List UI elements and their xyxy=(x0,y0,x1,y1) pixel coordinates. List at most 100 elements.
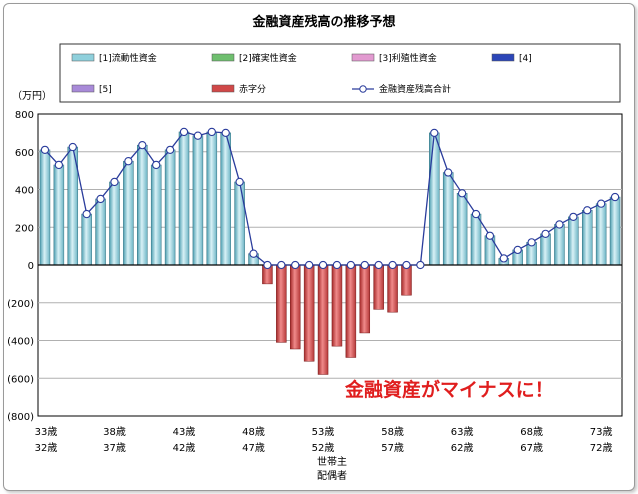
x-tick-label-spouse: 52歳 xyxy=(312,442,335,454)
gridlines xyxy=(38,151,622,379)
x-legend-head: 世帯主 xyxy=(317,455,347,468)
total-point xyxy=(193,131,203,140)
x-tick-label-head: 43歳 xyxy=(173,426,196,438)
bar-liquid-fund xyxy=(109,181,120,266)
bar-liquid-fund xyxy=(206,131,218,266)
x-tick-label-head: 48歳 xyxy=(242,426,265,438)
legend-label: [1]流動性資金 xyxy=(99,52,157,64)
y-tick-label: 200 xyxy=(15,223,34,234)
bar-liquid-fund xyxy=(429,132,440,266)
bar-liquid-fund xyxy=(192,135,204,266)
bar-liquid-fund xyxy=(554,224,565,266)
x-tick-label-head: 68歳 xyxy=(520,426,543,438)
y-tick-label: (600) xyxy=(7,374,34,385)
total-point xyxy=(583,206,592,215)
total-point xyxy=(179,127,189,137)
chart-title: 金融資産残高の推移予想 xyxy=(251,14,395,30)
bar-liquid-fund xyxy=(39,149,51,266)
legend-swatch xyxy=(211,53,235,62)
bar-liquid-fund xyxy=(581,210,593,266)
x-tick-label-head: 53歳 xyxy=(312,426,335,438)
total-point xyxy=(360,260,369,270)
bar-liquid-fund xyxy=(53,164,65,266)
legend-label: [4] xyxy=(519,54,532,64)
bar-liquid-fund xyxy=(137,144,148,266)
x-legend-spouse: 配偶者 xyxy=(317,469,347,482)
bar-liquid-fund xyxy=(95,198,106,266)
x-tick-label-spouse: 67歳 xyxy=(520,442,543,454)
total-point xyxy=(235,177,244,187)
total-point xyxy=(430,128,439,138)
total-point xyxy=(499,254,508,263)
legend-label: [5] xyxy=(99,85,112,95)
total-line xyxy=(40,127,620,270)
legend-box xyxy=(59,43,621,103)
legend-swatch xyxy=(71,84,95,93)
total-point xyxy=(152,160,161,170)
legend-label: 赤字分 xyxy=(239,83,266,95)
bar-deficit xyxy=(359,264,371,334)
total-point xyxy=(527,238,536,247)
legend-label: [3]利殖性資金 xyxy=(379,52,437,64)
legend: [1]流動性資金 [2]確実性資金 [3]利殖性資金 [4] [5] 赤字分 金融資産残高合… xyxy=(71,52,532,95)
total-point xyxy=(304,260,314,270)
total-point xyxy=(124,157,133,166)
total-point xyxy=(346,260,356,270)
bar-deficit xyxy=(289,264,301,350)
y-tick-label: 400 xyxy=(15,186,34,197)
total-point xyxy=(263,260,272,270)
bar-deficit xyxy=(331,264,343,347)
bar-liquid-fund xyxy=(81,213,92,266)
bar-deficit xyxy=(317,264,329,375)
total-point xyxy=(471,209,481,219)
bar-liquid-fund xyxy=(568,216,579,266)
y-tick-label: (400) xyxy=(7,337,34,348)
x-tick-label-head: 73歳 xyxy=(590,426,613,438)
bar-deficit xyxy=(373,264,384,310)
legend-swatch-marker xyxy=(359,85,367,93)
total-point xyxy=(165,145,175,155)
x-tick-label-spouse: 42歳 xyxy=(173,442,196,454)
x-tick-label-spouse: 37歳 xyxy=(103,442,126,454)
total-point xyxy=(277,260,286,270)
x-tick-label-head: 58歳 xyxy=(381,426,404,438)
bar-liquid-fund xyxy=(609,196,621,266)
x-axis-ticks: 33歳 32歳 38歳 37歳 43歳 42歳 48歳 47歳 53歳 52歳 58歳 57歳 63歳 6… xyxy=(35,426,613,454)
legend-swatch xyxy=(491,53,515,62)
bar-liquid-fund xyxy=(220,132,231,266)
total-point xyxy=(457,189,467,198)
bar-liquid-fund xyxy=(150,164,162,266)
x-tick-label-spouse: 32歳 xyxy=(35,442,58,454)
x-tick-label-spouse: 57歳 xyxy=(381,442,404,454)
bar-deficit xyxy=(345,264,357,358)
y-axis-label: （万円） xyxy=(12,90,52,102)
x-tick-label-head: 38歳 xyxy=(103,426,126,438)
y-tick-label: (800) xyxy=(7,412,34,423)
bar-liquid-fund xyxy=(178,131,190,266)
x-tick-label-spouse: 72歳 xyxy=(590,442,613,454)
total-point xyxy=(207,127,216,137)
bar-liquid-fund xyxy=(595,203,607,266)
x-tick-label-head: 63歳 xyxy=(451,426,474,438)
bar-liquid-fund xyxy=(456,193,468,266)
total-point xyxy=(249,249,258,258)
bar-liquid-fund xyxy=(470,213,482,266)
y-tick-label: (200) xyxy=(7,299,34,310)
bar-liquid-fund xyxy=(484,235,496,266)
total-point xyxy=(40,145,50,155)
x-tick-label-spouse: 62歳 xyxy=(451,442,474,454)
y-tick-label: 0 xyxy=(28,261,34,272)
total-point xyxy=(374,260,383,270)
bar-liquid-fund xyxy=(164,149,176,266)
total-point xyxy=(485,231,495,240)
x-tick-label-head: 33歳 xyxy=(35,426,58,438)
y-axis-ticks: 800 600 400 200 0 (200) (400) (600) (800) xyxy=(7,110,34,423)
legend-swatch xyxy=(71,53,95,62)
total-point xyxy=(318,260,328,270)
total-point xyxy=(332,260,342,270)
bar-liquid-fund xyxy=(123,160,134,266)
total-point xyxy=(513,245,522,255)
annotation-negative: 金融資産がマイナスに！ xyxy=(344,378,554,401)
bar-deficit xyxy=(276,264,287,343)
